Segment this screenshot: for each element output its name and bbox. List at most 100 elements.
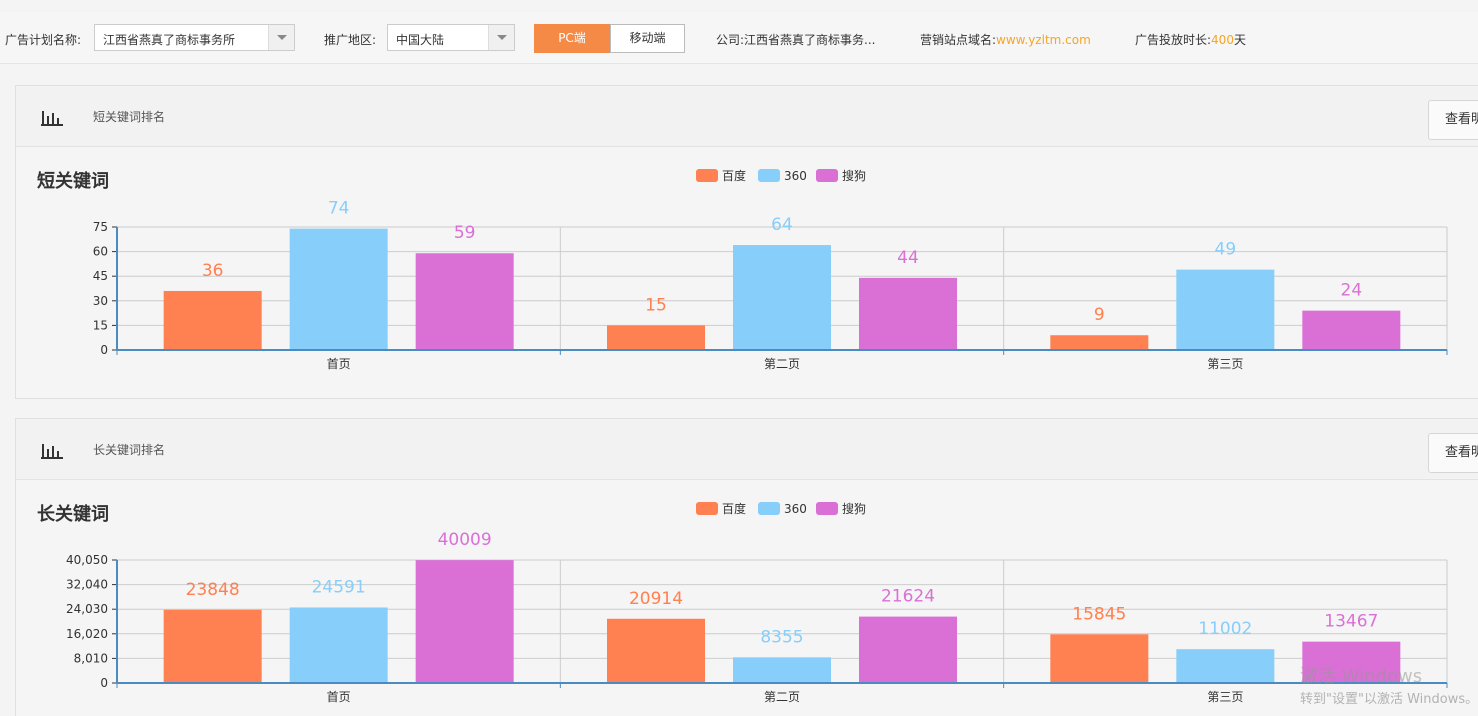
chevron-down-icon[interactable]: [488, 25, 514, 50]
chart-title: 短关键词: [37, 170, 109, 192]
bar: [733, 245, 831, 350]
legend-label: 百度: [722, 168, 746, 183]
bar: [607, 325, 705, 350]
bar: [289, 228, 388, 350]
domain-info: 营销站点域名:www.yzltm.com: [920, 31, 1091, 48]
region-select[interactable]: 中国大陆: [387, 24, 515, 51]
domain-label: 营销站点域名:: [920, 33, 997, 47]
data-label: 40009: [438, 530, 492, 550]
x-tick-label: 第二页: [764, 690, 800, 704]
data-label: 13467: [1324, 612, 1378, 632]
region-label: 推广地区:: [324, 33, 377, 47]
mobile-tab[interactable]: 移动端: [610, 24, 685, 53]
data-label: 21624: [881, 587, 935, 607]
chevron-down-icon[interactable]: [268, 25, 294, 50]
legend-swatch: [816, 502, 838, 515]
view-detail-button[interactable]: 查看明细: [1428, 100, 1478, 140]
activation-watermark-title: 激活 Windows: [1300, 666, 1423, 687]
legend-label: 360: [784, 502, 807, 516]
legend-swatch: [816, 169, 838, 182]
data-label: 44: [897, 248, 919, 268]
view-detail-button[interactable]: 查看明细: [1428, 433, 1478, 473]
bar-chart-icon: [41, 444, 63, 459]
x-tick-label: 第三页: [1207, 690, 1243, 704]
panel-title: 短关键词排名: [93, 110, 166, 124]
bar: [1176, 269, 1275, 350]
chart-title: 长关键词: [37, 503, 109, 525]
domain-link[interactable]: www.yzltm.com: [996, 33, 1091, 47]
long-keyword-chart: 长关键词 百度 360 搜狗 0 8,010 16,020 24,030 32,040 40,05…: [37, 501, 1448, 704]
y-tick-label: 60: [93, 245, 108, 259]
panel-header: 长关键词排名 查看明细: [16, 419, 1478, 480]
y-tick-label: 75: [93, 220, 108, 234]
data-label: 24591: [312, 577, 366, 597]
data-label: 74: [328, 199, 350, 219]
plan-name-value: 江西省燕真了商标事务所: [103, 33, 236, 47]
data-label: 15845: [1072, 604, 1126, 624]
long-keyword-panel: 长关键词排名 查看明细 长关键词 百度 360 搜狗 0 8,010 16,020 24,03…: [15, 418, 1478, 716]
x-tick-label: 首页: [327, 690, 351, 704]
duration-value: 400: [1211, 33, 1234, 47]
duration-info: 广告投放时长:400天: [1135, 31, 1246, 48]
bar: [289, 607, 388, 683]
company-label: 公司:: [716, 33, 745, 47]
duration-unit: 天: [1233, 33, 1246, 47]
company-value: 江西省燕真了商标事务...: [744, 33, 876, 47]
bar: [1302, 641, 1401, 683]
data-label: 8355: [760, 627, 803, 647]
y-tick-label: 8,010: [74, 651, 108, 665]
bar: [1176, 649, 1275, 683]
data-label: 24: [1341, 281, 1363, 301]
legend-label: 搜狗: [842, 501, 866, 516]
y-tick-label: 45: [93, 269, 108, 283]
panel-header: 短关键词排名 查看明细: [16, 86, 1478, 147]
bar-chart-icon: [41, 111, 63, 126]
data-label: 23848: [186, 580, 240, 600]
bar: [415, 253, 514, 350]
y-tick-label: 24,030: [66, 602, 108, 616]
data-label: 15: [645, 295, 667, 315]
legend-swatch: [758, 169, 780, 182]
company-info: 公司:江西省燕真了商标事务...: [716, 31, 876, 48]
bar: [607, 618, 705, 683]
bar: [163, 609, 262, 683]
y-tick-label: 0: [100, 343, 108, 357]
bar: [1302, 310, 1401, 350]
plan-name-select[interactable]: 江西省燕真了商标事务所: [94, 24, 295, 51]
activation-watermark-hint: 转到"设置"以激活 Windows。: [1300, 692, 1478, 707]
legend-swatch: [696, 169, 718, 182]
bar: [415, 560, 514, 683]
short-keyword-chart: 短关键词 百度 360 搜狗 0 15 30 45 60 75 36 74 59 首页 15 64 44 第二页 9…: [37, 168, 1448, 371]
data-label: 49: [1215, 240, 1237, 260]
bar: [859, 616, 957, 683]
duration-label: 广告投放时长:: [1135, 33, 1212, 47]
data-label: 59: [454, 223, 476, 243]
legend-label: 百度: [722, 501, 746, 516]
y-tick-label: 16,020: [66, 627, 108, 641]
bar: [733, 657, 831, 683]
y-tick-label: 32,040: [66, 578, 108, 592]
panel-title: 长关键词排名: [93, 443, 166, 457]
legend-swatch: [696, 502, 718, 515]
y-tick-label: 40,050: [66, 553, 108, 567]
bar: [1050, 634, 1149, 683]
x-tick-label: 第二页: [764, 357, 800, 371]
bar: [859, 277, 957, 350]
data-label: 20914: [629, 589, 683, 609]
data-label: 11002: [1198, 619, 1252, 639]
x-tick-label: 第三页: [1207, 357, 1243, 371]
region-value: 中国大陆: [396, 33, 445, 47]
pc-tab[interactable]: PC端: [534, 24, 610, 53]
data-label: 64: [771, 215, 793, 235]
data-label: 36: [202, 261, 224, 281]
short-keyword-panel: 短关键词排名 查看明细 短关键词 百度 360 搜狗 0 15 30 45 60 75 36 74 59…: [15, 85, 1478, 399]
legend-label: 搜狗: [842, 168, 866, 183]
bar: [163, 290, 262, 350]
x-tick-label: 首页: [327, 357, 351, 371]
filter-toolbar: 广告计划名称: 江西省燕真了商标事务所 推广地区: 中国大陆 PC端 移动端 公…: [0, 12, 1478, 64]
y-tick-label: 15: [93, 318, 108, 332]
data-label: 9: [1094, 305, 1105, 325]
y-tick-label: 0: [100, 676, 108, 690]
bar: [1050, 335, 1149, 350]
legend-label: 360: [784, 169, 807, 183]
